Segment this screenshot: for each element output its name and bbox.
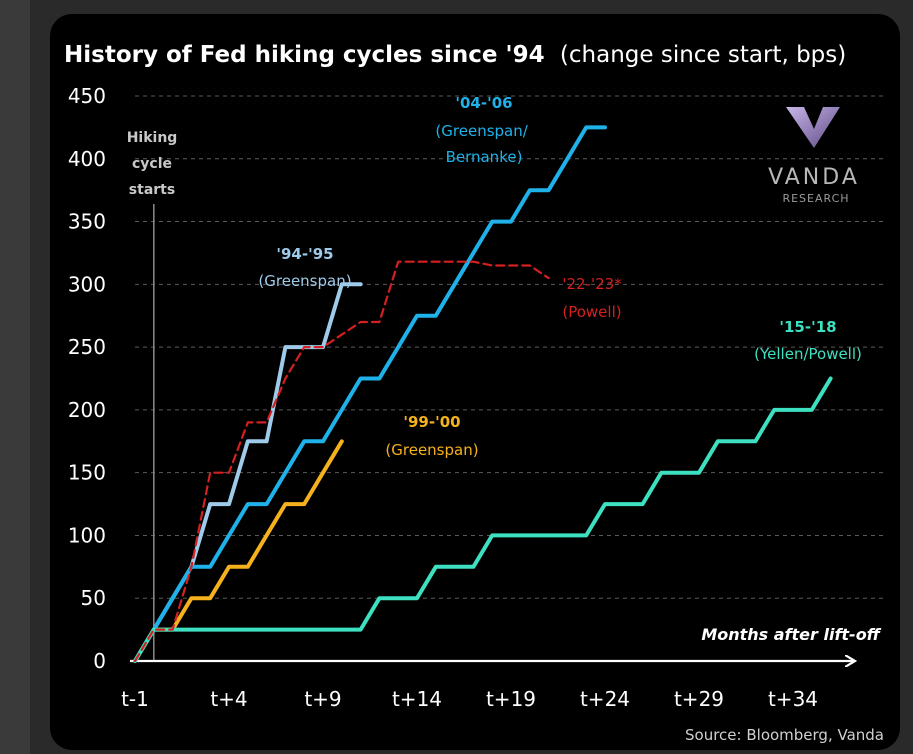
vanda-logo-subtext: RESEARCH — [782, 192, 849, 205]
label-04-06-sub-line2: Bernanke) — [446, 148, 523, 166]
series-line-4 — [133, 260, 550, 663]
y-tick-label-350: 350 — [68, 210, 106, 234]
x-tick-label-6: t+29 — [674, 687, 724, 711]
x-tick-label-3: t+14 — [392, 687, 442, 711]
label-04-06-sub-line1: (Greenspan/ — [435, 122, 528, 140]
hiking-cycle-starts-line-0: Hiking — [127, 130, 178, 146]
label-94-95-name: '94-'95 — [276, 245, 333, 263]
hiking-cycle-starts-line-2: starts — [129, 182, 175, 198]
y-tick-label-400: 400 — [68, 147, 106, 171]
x-tick-label-4: t+19 — [486, 687, 536, 711]
label-22-23-name: '22-'23* — [562, 275, 622, 293]
x-tick-labels: t-1 t+4 t+9 t+14 t+19 t+24 t+29 t+34 — [121, 687, 818, 711]
series-line-3 — [133, 376, 833, 663]
label-04-06-name: '04-'06 — [455, 94, 512, 112]
vanda-logo-mark — [786, 107, 840, 148]
x-tick-label-0: t-1 — [121, 687, 149, 711]
hiking-cycle-starts-label: Hiking cycle starts — [127, 130, 178, 198]
hiking-cycle-starts-line-1: cycle — [132, 156, 172, 172]
series-labels: '94-'95 (Greenspan) '99-'00 (Greenspan) … — [258, 94, 861, 459]
label-04-06-sub: (Greenspan/ Bernanke) — [435, 122, 532, 166]
left-edge-strip — [0, 0, 30, 754]
y-gridlines — [135, 95, 885, 599]
y-tick-label-450: 450 — [68, 84, 106, 108]
label-22-23-sub: (Powell) — [562, 303, 621, 321]
label-94-95-sub: (Greenspan) — [258, 272, 351, 290]
source-text: Source: Bloomberg, Vanda — [685, 726, 884, 744]
y-tick-label-0: 0 — [93, 649, 106, 673]
series-line-2 — [133, 125, 607, 663]
chart-title-main: History of Fed hiking cycles since '94 — [64, 42, 545, 68]
x-tick-label-5: t+24 — [580, 687, 630, 711]
chart-subtitle: (change since start, bps) — [560, 42, 846, 68]
vanda-logo-text: VANDA — [768, 165, 860, 190]
label-99-00-sub: (Greenspan) — [385, 441, 478, 459]
series-lines — [133, 125, 833, 663]
y-tick-label-50: 50 — [81, 586, 106, 610]
chart-title: History of Fed hiking cycles since '94 (… — [64, 42, 846, 68]
chart-card: History of Fed hiking cycles since '94 (… — [50, 14, 900, 750]
x-tick-label-1: t+4 — [210, 687, 247, 711]
y-tick-label-300: 300 — [68, 272, 106, 296]
y-tick-label-250: 250 — [68, 335, 106, 359]
x-tick-label-2: t+9 — [304, 687, 341, 711]
label-15-18-sub: (Yellen/Powell) — [754, 345, 862, 363]
chart: History of Fed hiking cycles since '94 (… — [64, 42, 885, 744]
x-axis-label: Months after lift-off — [701, 625, 881, 644]
x-tick-label-7: t+34 — [768, 687, 818, 711]
y-tick-labels: 0 50 100 150 200 250 300 350 400 450 — [68, 84, 106, 673]
y-tick-label-200: 200 — [68, 398, 106, 422]
vanda-logo: VANDA RESEARCH — [768, 107, 860, 205]
y-tick-label-150: 150 — [68, 461, 106, 485]
label-99-00-name: '99-'00 — [403, 413, 460, 431]
label-15-18-name: '15-'18 — [779, 318, 836, 336]
y-tick-label-100: 100 — [68, 523, 106, 547]
